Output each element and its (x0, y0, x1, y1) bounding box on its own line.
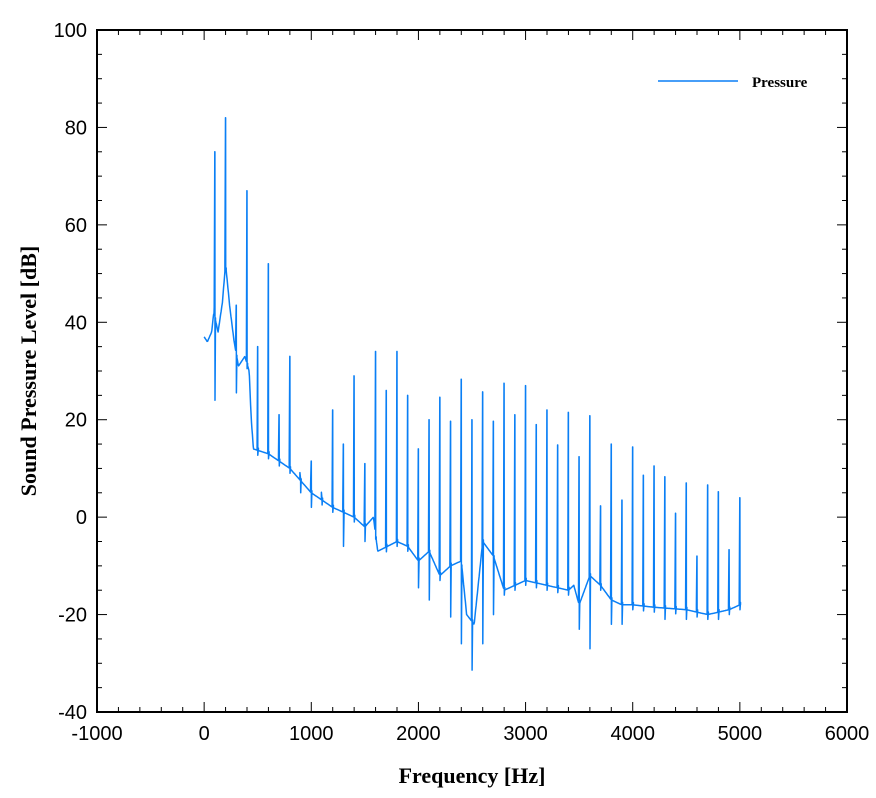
axis-ticks (96, 29, 848, 713)
y-tick-label: -20 (58, 605, 87, 627)
x-tick-label: 0 (199, 723, 210, 745)
y-tick-label: -40 (58, 702, 87, 724)
y-tick-label: 0 (76, 507, 87, 529)
y-tick-label: 100 (54, 20, 87, 42)
x-tick-label: 1000 (289, 723, 334, 745)
x-tick-label: 5000 (718, 723, 763, 745)
y-axis-title: Sound Pressure Level [dB] (16, 246, 41, 496)
legend-label-pressure: Pressure (752, 75, 808, 91)
x-tick-label: -1000 (71, 723, 122, 745)
y-tick-label: 80 (65, 117, 87, 139)
y-tick-label: 20 (65, 410, 87, 432)
x-tick-label: 4000 (610, 723, 655, 745)
y-tick-labels: -40 -20 0 20 40 60 80 100 (54, 20, 87, 724)
x-axis-title: Frequency [Hz] (399, 763, 546, 788)
x-tick-label: 6000 (825, 723, 870, 745)
series-line-pressure (203, 116, 742, 671)
y-tick-label: 60 (65, 215, 87, 237)
y-tick-label: 40 (65, 312, 87, 334)
x-tick-label: 2000 (396, 723, 441, 745)
x-tick-labels: -1000 0 1000 2000 3000 4000 5000 6000 (71, 723, 869, 745)
x-tick-label: 3000 (503, 723, 548, 745)
